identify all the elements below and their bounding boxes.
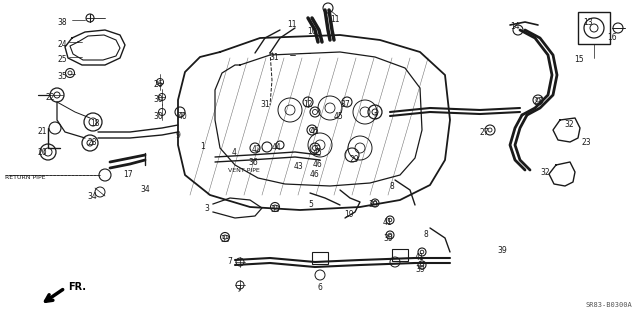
- Text: 41: 41: [383, 218, 392, 227]
- Text: 32: 32: [564, 120, 573, 129]
- Text: 36: 36: [248, 158, 258, 167]
- Text: 17: 17: [123, 170, 132, 179]
- Text: 5: 5: [308, 200, 313, 209]
- Text: 1: 1: [200, 142, 205, 151]
- Text: 38: 38: [57, 18, 67, 27]
- Text: 23: 23: [581, 138, 591, 147]
- Text: 27: 27: [534, 97, 543, 106]
- Text: FR.: FR.: [68, 282, 86, 292]
- Text: 6: 6: [318, 283, 323, 292]
- Text: 26: 26: [153, 80, 163, 89]
- Text: 19: 19: [344, 210, 354, 219]
- Text: SR83-B0300A: SR83-B0300A: [585, 302, 632, 308]
- Text: RETURN PIPE: RETURN PIPE: [5, 175, 45, 180]
- Text: 14: 14: [510, 22, 520, 31]
- Text: 8: 8: [390, 182, 395, 191]
- Text: 44: 44: [272, 143, 282, 152]
- Text: 39: 39: [368, 200, 378, 209]
- Text: 7: 7: [227, 257, 232, 266]
- Text: 9: 9: [175, 131, 180, 140]
- Text: 34: 34: [87, 192, 97, 201]
- Text: 22: 22: [46, 93, 56, 102]
- Text: 42: 42: [252, 145, 262, 154]
- Bar: [392, 249, 408, 261]
- Text: 31: 31: [260, 100, 269, 109]
- Text: 10: 10: [307, 27, 317, 36]
- Text: 7: 7: [236, 285, 241, 294]
- Text: 24: 24: [57, 40, 67, 49]
- Text: 39: 39: [497, 246, 507, 255]
- Text: 43: 43: [294, 162, 304, 171]
- Text: 18: 18: [90, 119, 99, 128]
- Text: 25: 25: [57, 55, 67, 64]
- Text: 45: 45: [310, 127, 320, 136]
- Text: 12: 12: [303, 100, 312, 109]
- Bar: [578, 12, 610, 44]
- Text: 11: 11: [330, 15, 339, 24]
- Text: VENT PIPE: VENT PIPE: [228, 168, 260, 173]
- Text: 33: 33: [270, 205, 280, 214]
- Text: 16: 16: [607, 33, 616, 42]
- Text: 45: 45: [313, 148, 323, 157]
- Text: 30: 30: [153, 95, 163, 104]
- Text: 13: 13: [583, 18, 593, 27]
- Text: 34: 34: [140, 185, 150, 194]
- Text: 45: 45: [334, 112, 344, 121]
- Text: 41: 41: [415, 253, 424, 262]
- Text: 29: 29: [350, 155, 360, 164]
- Text: 32: 32: [540, 168, 550, 177]
- Text: 11: 11: [287, 20, 296, 29]
- Text: 30: 30: [153, 112, 163, 121]
- Text: 27: 27: [480, 128, 490, 137]
- Text: 21: 21: [38, 127, 47, 136]
- Text: 33: 33: [220, 235, 230, 244]
- Text: 39: 39: [415, 265, 425, 274]
- Text: 31: 31: [269, 53, 278, 62]
- Text: 28: 28: [88, 138, 97, 147]
- Text: 40: 40: [178, 112, 188, 121]
- Text: 2: 2: [374, 112, 379, 121]
- Text: 4: 4: [232, 148, 237, 157]
- Text: 15: 15: [574, 55, 584, 64]
- Text: 8: 8: [424, 230, 429, 239]
- Text: 35: 35: [57, 72, 67, 81]
- Bar: [312, 252, 328, 264]
- Text: 37: 37: [340, 100, 349, 109]
- Text: 39: 39: [383, 234, 393, 243]
- Text: 20: 20: [38, 148, 47, 157]
- Text: 46: 46: [310, 170, 320, 179]
- Text: 46: 46: [313, 160, 323, 169]
- Text: 3: 3: [204, 204, 209, 213]
